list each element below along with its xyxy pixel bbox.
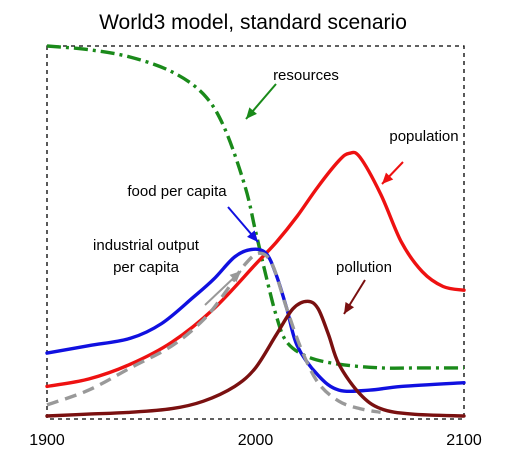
annotation-label-industrial-output-per-capita: industrial output: [93, 237, 200, 254]
series-line-resources: [46, 44, 464, 370]
series-line-pollution: [45, 299, 466, 418]
annotation-label-resources: resources: [273, 67, 339, 84]
annotation-arrow-pollution: [343, 279, 366, 315]
x-axis-ticks: 1900 2000 2100: [29, 432, 482, 449]
x-tick-label: 2100: [446, 432, 482, 449]
x-tick-label: 1900: [29, 432, 65, 449]
series-line-population: [45, 150, 466, 389]
annotation-label-pollution: pollution: [336, 259, 392, 276]
plot-frame: [46, 45, 465, 420]
chart-title: World3 model, standard scenario: [99, 11, 407, 34]
annotation-layer: resources population food per capita indust…: [93, 67, 459, 315]
annotation-arrow-population: [381, 161, 404, 185]
annotation-label-population: population: [389, 128, 458, 145]
x-tick-label: 2000: [238, 432, 274, 449]
annotation-label-food-per-capita: food per capita: [127, 183, 227, 200]
annotation-arrow-industrial-output-per-capita: [204, 270, 242, 306]
series-line-industrial-output-per-capita: [46, 251, 381, 414]
series-layer: [45, 44, 466, 418]
annotation-arrow-resources: [245, 83, 277, 120]
annotation-label-industrial-output-per-capita: per capita: [113, 259, 180, 276]
annotation-arrow-food-per-capita: [227, 206, 259, 243]
series-line-food-per-capita: [45, 247, 466, 394]
